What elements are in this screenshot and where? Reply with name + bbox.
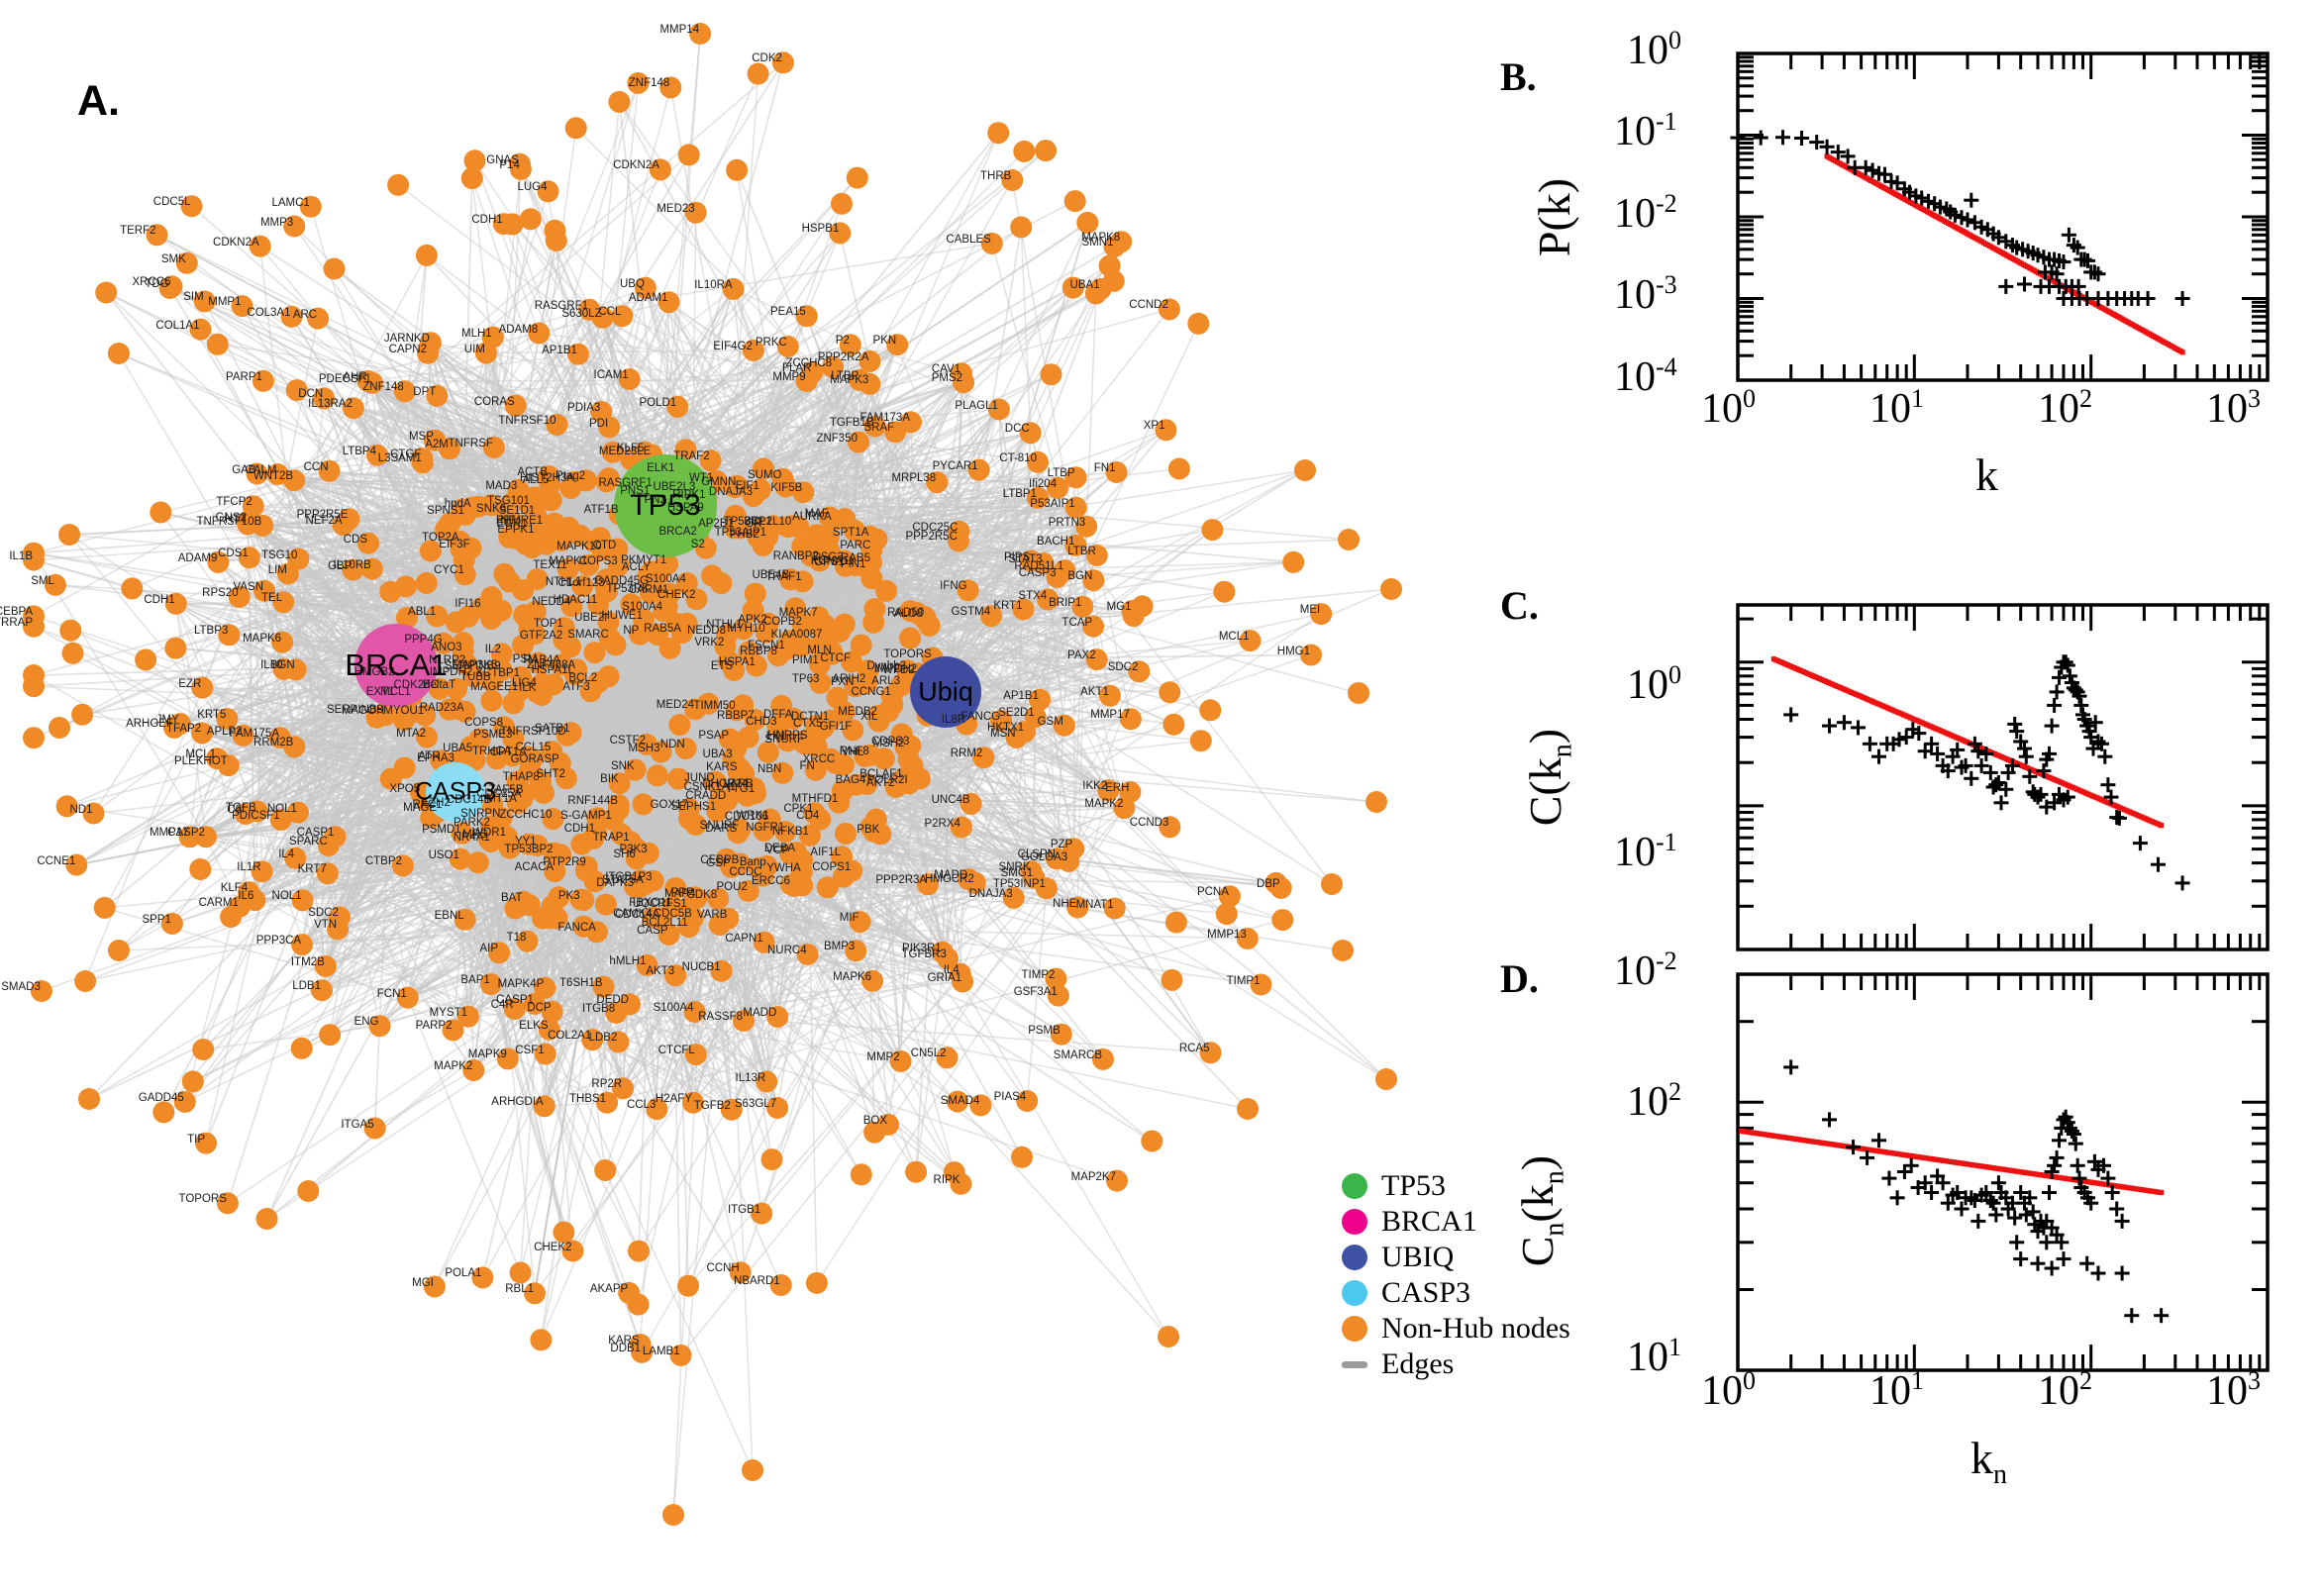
hub-label-casp3: CASP3 (415, 777, 496, 806)
legend-item-label: TP53 (1381, 1169, 1447, 1202)
legend-item[interactable]: TP53 (1342, 1168, 1570, 1204)
x-tick-label: 101 (1869, 384, 1924, 432)
x-tick-label: 103 (2206, 384, 2261, 432)
legend-color-swatch (1342, 1280, 1367, 1306)
y-tick-label: 10-3 (1614, 270, 1677, 318)
panel-b-letter: B. (1500, 54, 1537, 99)
legend-color-swatch (1342, 1209, 1367, 1235)
y-tick-label: 10-2 (1614, 947, 1677, 994)
panel-d-letter: D. (1500, 956, 1539, 1001)
panel-d-chart: 10-2 102 101 100 101 102 103 Cn(kn) kn (1512, 947, 2323, 1490)
chart-plot-area-c (1736, 603, 2270, 951)
legend-item[interactable]: Edges (1342, 1347, 1570, 1382)
x-tick-label: 100 (1701, 384, 1756, 432)
legend-item[interactable]: UBIQ (1342, 1240, 1570, 1275)
x-tick-label: 103 (2206, 1366, 2261, 1414)
legend-edge-swatch (1342, 1360, 1367, 1368)
legend-item-label: CASP3 (1381, 1276, 1471, 1309)
hub-label-ubiq: Ubiq (918, 676, 973, 707)
chart-plot-area-b (1730, 51, 2270, 382)
y-tick-label: 10-1 (1614, 828, 1677, 875)
y-axis-title: Cn(kn) (1512, 1154, 1570, 1267)
legend-item-label: UBIQ (1381, 1241, 1455, 1273)
panel-c-letter: C. (1500, 583, 1539, 628)
x-axis-title: kn (1970, 1433, 2007, 1491)
y-tick-label: 10-4 (1614, 352, 1677, 400)
legend-item[interactable]: BRCA1 (1342, 1204, 1570, 1240)
network-svg (23, 23, 1402, 1526)
legend-color-swatch (1342, 1245, 1367, 1270)
panel-a-letter: A. (77, 77, 120, 125)
panel-c-chart: 100 10-1 C(kn) (1520, 599, 2323, 955)
y-tick-label: 100 (1627, 660, 1681, 708)
y-tick-label: 100 (1627, 26, 1681, 73)
legend-color-swatch (1342, 1316, 1367, 1342)
panel-a-network: TP53RK CTD KIAA0087 THAP8 CDC14B MAGEE1 CDC14A… (0, 23, 1402, 1526)
y-tick-label: 10-1 (1614, 107, 1677, 154)
x-tick-label: 100 (1701, 1366, 1756, 1414)
hub-label-brca1: BRCA1 (345, 648, 448, 682)
network-nodes (23, 23, 1402, 1526)
hub-label-tp53: TP53 (630, 489, 701, 522)
legend-item[interactable]: Non-Hub nodes (1342, 1311, 1570, 1347)
legend-item-label: Non-Hub nodes (1381, 1312, 1570, 1345)
legend-color-swatch (1342, 1173, 1367, 1199)
x-tick-label: 102 (2038, 1366, 2092, 1414)
y-tick-label: 102 (1627, 1077, 1681, 1125)
x-tick-label: 102 (2038, 384, 2092, 432)
y-tick-label: 10-2 (1614, 189, 1677, 237)
y-axis-title: C(kn) (1520, 728, 1578, 827)
y-tick-label: 101 (1627, 1333, 1681, 1380)
x-tick-label: 101 (1869, 1366, 1924, 1414)
x-axis-title: k (1975, 449, 1998, 500)
network-hub-nodes (354, 454, 981, 822)
panel-b-chart: 100 10-1 10-2 10-3 10-4 100 101 102 103 P(k) k (1529, 26, 2323, 500)
chart-plot-area-d (1736, 972, 2270, 1372)
legend-item[interactable]: CASP3 (1342, 1275, 1570, 1311)
y-axis-title: P(k) (1529, 177, 1580, 257)
legend-item-label: Edges (1381, 1347, 1455, 1380)
legend-item-label: BRCA1 (1381, 1205, 1477, 1238)
legend: TP53 BRCA1 UBIQ CASP3 Non-Hub nodes Edges (1342, 1168, 1570, 1382)
